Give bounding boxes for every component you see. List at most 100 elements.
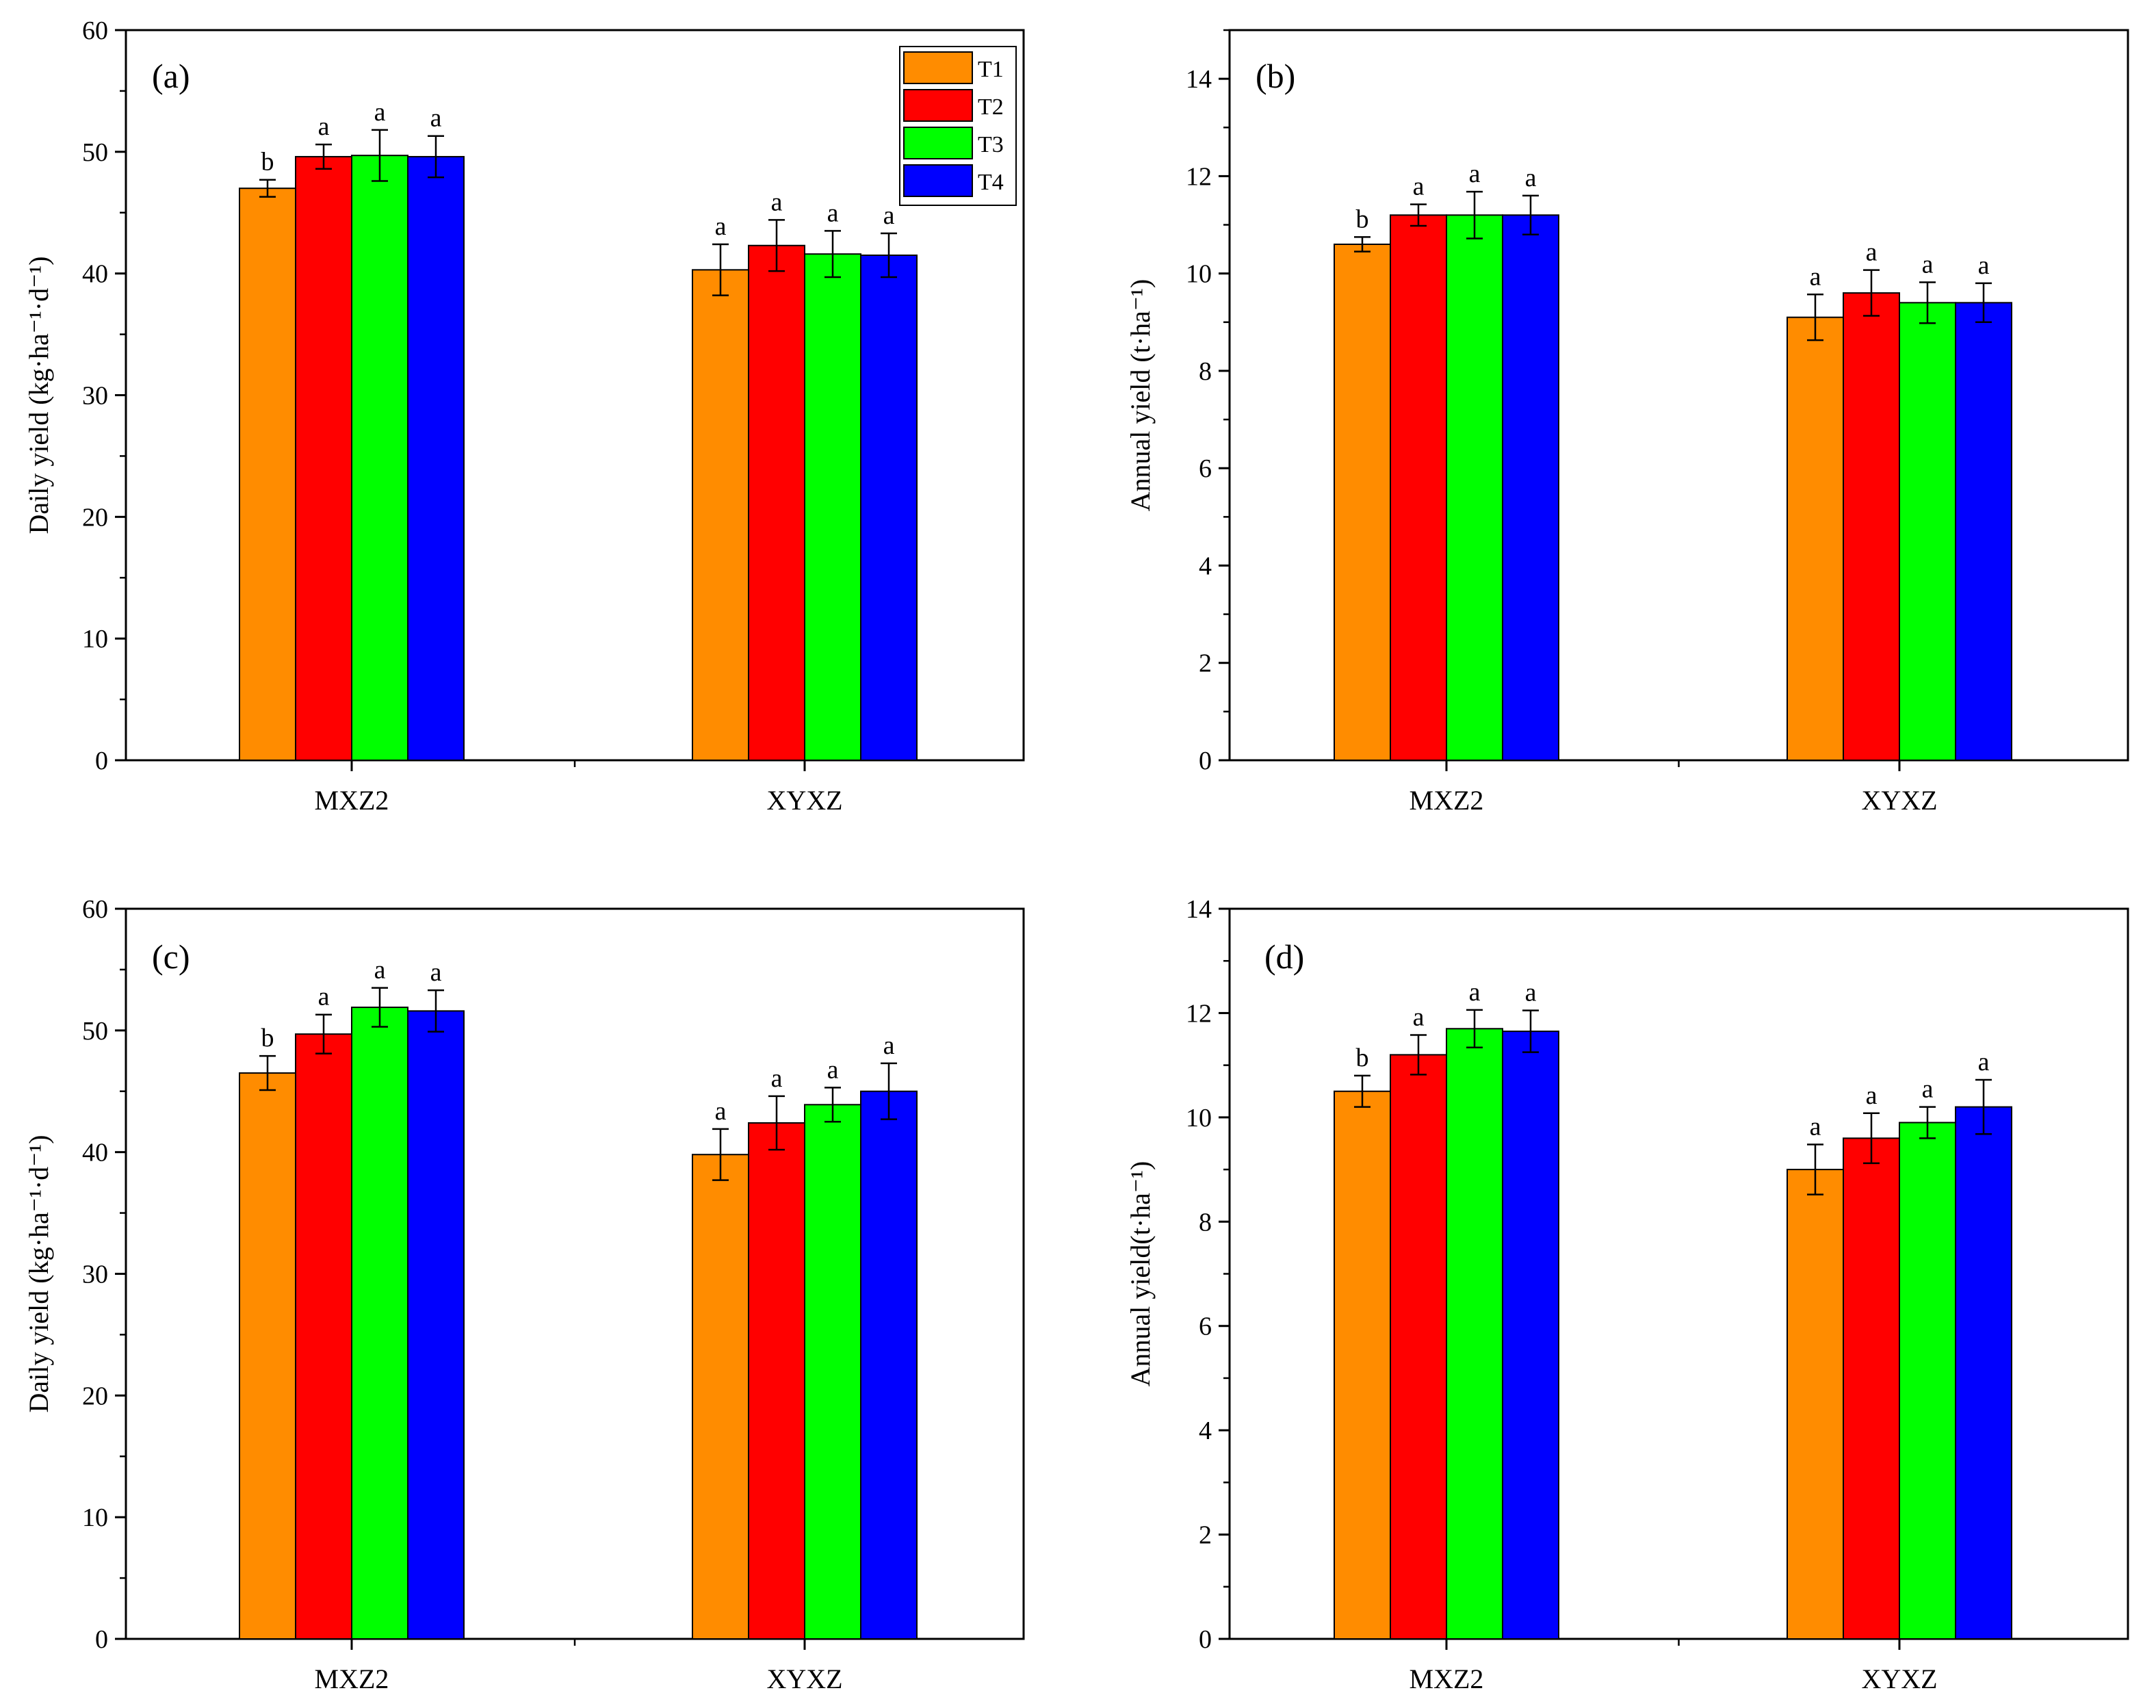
y-axis-title: Daily yield (kg·ha⁻¹·d⁻¹)	[23, 1135, 54, 1412]
chart-panel-a: 0 10 20 30 40 50 60 MXZ2 XYXZ b a a a a a a a (a) Daily yi…	[23, 16, 1024, 816]
significance-label: a	[430, 104, 442, 133]
legend-label-t1: T1	[978, 57, 1004, 82]
significance-label: a	[883, 201, 895, 230]
y-tick-label: 12	[1186, 162, 1212, 191]
y-tick-label: 8	[1199, 357, 1212, 386]
panel-label: (c)	[152, 937, 190, 976]
y-tick-label: 0	[1199, 747, 1212, 775]
x-category-label: XYXZ	[1861, 1664, 1937, 1694]
y-axis-title: Annual yield(t·ha⁻¹)	[1125, 1161, 1156, 1387]
bar-t3	[352, 1007, 408, 1639]
y-tick-label: 2	[1199, 649, 1212, 678]
significance-label: b	[1356, 1044, 1369, 1072]
y-tick-label: 8	[1199, 1208, 1212, 1237]
y-tick-label: 20	[82, 503, 108, 532]
significance-label: a	[1978, 251, 1990, 280]
bar-t2	[1390, 1054, 1446, 1639]
bar-t4	[408, 1011, 464, 1639]
y-tick-label: 6	[1199, 1312, 1212, 1341]
y-tick-label: 0	[1199, 1625, 1212, 1654]
chart-panel-c: 0 10 20 30 40 50 60 MXZ2 XYXZ b a a a a a a a (c) Daily yi…	[23, 895, 1024, 1694]
significance-label: a	[827, 1055, 839, 1084]
bar-t2	[749, 1123, 805, 1639]
bar-t1	[1787, 318, 1843, 760]
bar-t1	[239, 1073, 296, 1639]
significance-label: a	[1866, 238, 1878, 267]
bar-t2	[296, 1034, 352, 1639]
bar-t1	[1787, 1169, 1843, 1639]
significance-label: a	[1810, 262, 1821, 291]
x-category-label: XYXZ	[766, 1664, 842, 1694]
bar-t4	[1503, 1031, 1559, 1639]
bar-t3	[1899, 1122, 1956, 1639]
significance-label: a	[883, 1031, 895, 1060]
y-tick-label: 50	[82, 1017, 108, 1046]
y-tick-label: 10	[82, 625, 108, 654]
figure: 0102030405060MXZ2 XYXZbaaaaaaa(a)Daily yi…	[0, 0, 2156, 1708]
bar-t4	[861, 1091, 917, 1639]
bar-t3	[805, 254, 861, 760]
bar-t4	[861, 255, 917, 760]
y-tick-label: 10	[1186, 1104, 1212, 1133]
panel-label: (b)	[1256, 57, 1295, 95]
bar-t2	[296, 157, 352, 760]
significance-label: a	[1469, 159, 1481, 188]
y-tick-label: 0	[95, 747, 108, 775]
x-category-label: XYXZ	[766, 785, 842, 816]
significance-label: a	[1866, 1081, 1878, 1110]
significance-label: a	[374, 98, 386, 127]
chart-panel-b: 0 2 4 6 8 10 12 14 MXZ2 XYXZ b a a a a a a a (b) Annual yie…	[1125, 30, 2128, 816]
y-tick-label: 10	[1186, 260, 1212, 289]
legend-swatch-t2	[904, 90, 972, 121]
x-category-label: MXZ2	[1410, 785, 1484, 816]
x-category-label: MXZ2	[315, 785, 389, 816]
legend: T1 T2 T3 T4	[900, 47, 1016, 205]
y-tick-label: 40	[82, 1139, 108, 1167]
bar-t1	[692, 270, 749, 760]
y-tick-label: 14	[1186, 895, 1212, 924]
y-tick-label: 10	[82, 1503, 108, 1532]
panel-label: (a)	[152, 57, 190, 95]
y-axis-title: Annual yield (t·ha⁻¹)	[1125, 279, 1156, 512]
x-category-label: XYXZ	[1861, 785, 1937, 816]
legend-swatch-t1	[904, 52, 972, 83]
significance-label: a	[1922, 250, 1934, 279]
bar-t4	[1956, 302, 2012, 760]
y-tick-label: 2	[1199, 1521, 1212, 1550]
bar-t3	[1446, 215, 1503, 760]
x-category-label: MXZ2	[1410, 1664, 1484, 1694]
y-tick-label: 40	[82, 260, 108, 289]
legend-swatch-t3	[904, 127, 972, 159]
legend-label-t3: T3	[978, 132, 1004, 157]
bar-t2	[749, 246, 805, 760]
y-tick-label: 20	[82, 1382, 108, 1410]
panel-label: (d)	[1264, 937, 1304, 976]
significance-label: a	[1469, 978, 1481, 1007]
bar-t3	[1899, 302, 1956, 760]
significance-label: a	[1525, 164, 1537, 192]
y-tick-label: 6	[1199, 454, 1212, 483]
legend-label-t2: T2	[978, 94, 1004, 120]
bar-t1	[239, 188, 296, 760]
y-tick-label: 0	[95, 1625, 108, 1654]
bar-t2	[1843, 1138, 1899, 1639]
significance-label: a	[1922, 1075, 1934, 1104]
y-tick-label: 14	[1186, 65, 1212, 94]
bar-t4	[1503, 215, 1559, 760]
bar-t1	[1334, 1091, 1390, 1639]
significance-label: a	[1810, 1112, 1821, 1141]
bar-t4	[408, 157, 464, 760]
significance-label: a	[318, 983, 330, 1011]
significance-label: a	[715, 1097, 727, 1126]
significance-label: a	[1413, 172, 1425, 201]
y-tick-label: 60	[82, 16, 108, 45]
significance-label: a	[827, 198, 839, 227]
y-tick-label: 30	[82, 1260, 108, 1289]
y-tick-label: 30	[82, 382, 108, 411]
significance-label: b	[261, 148, 274, 177]
significance-label: a	[1413, 1002, 1425, 1031]
bar-t4	[1956, 1107, 2012, 1639]
significance-label: a	[318, 112, 330, 141]
significance-label: a	[430, 958, 442, 987]
x-category-label: MXZ2	[315, 1664, 389, 1694]
